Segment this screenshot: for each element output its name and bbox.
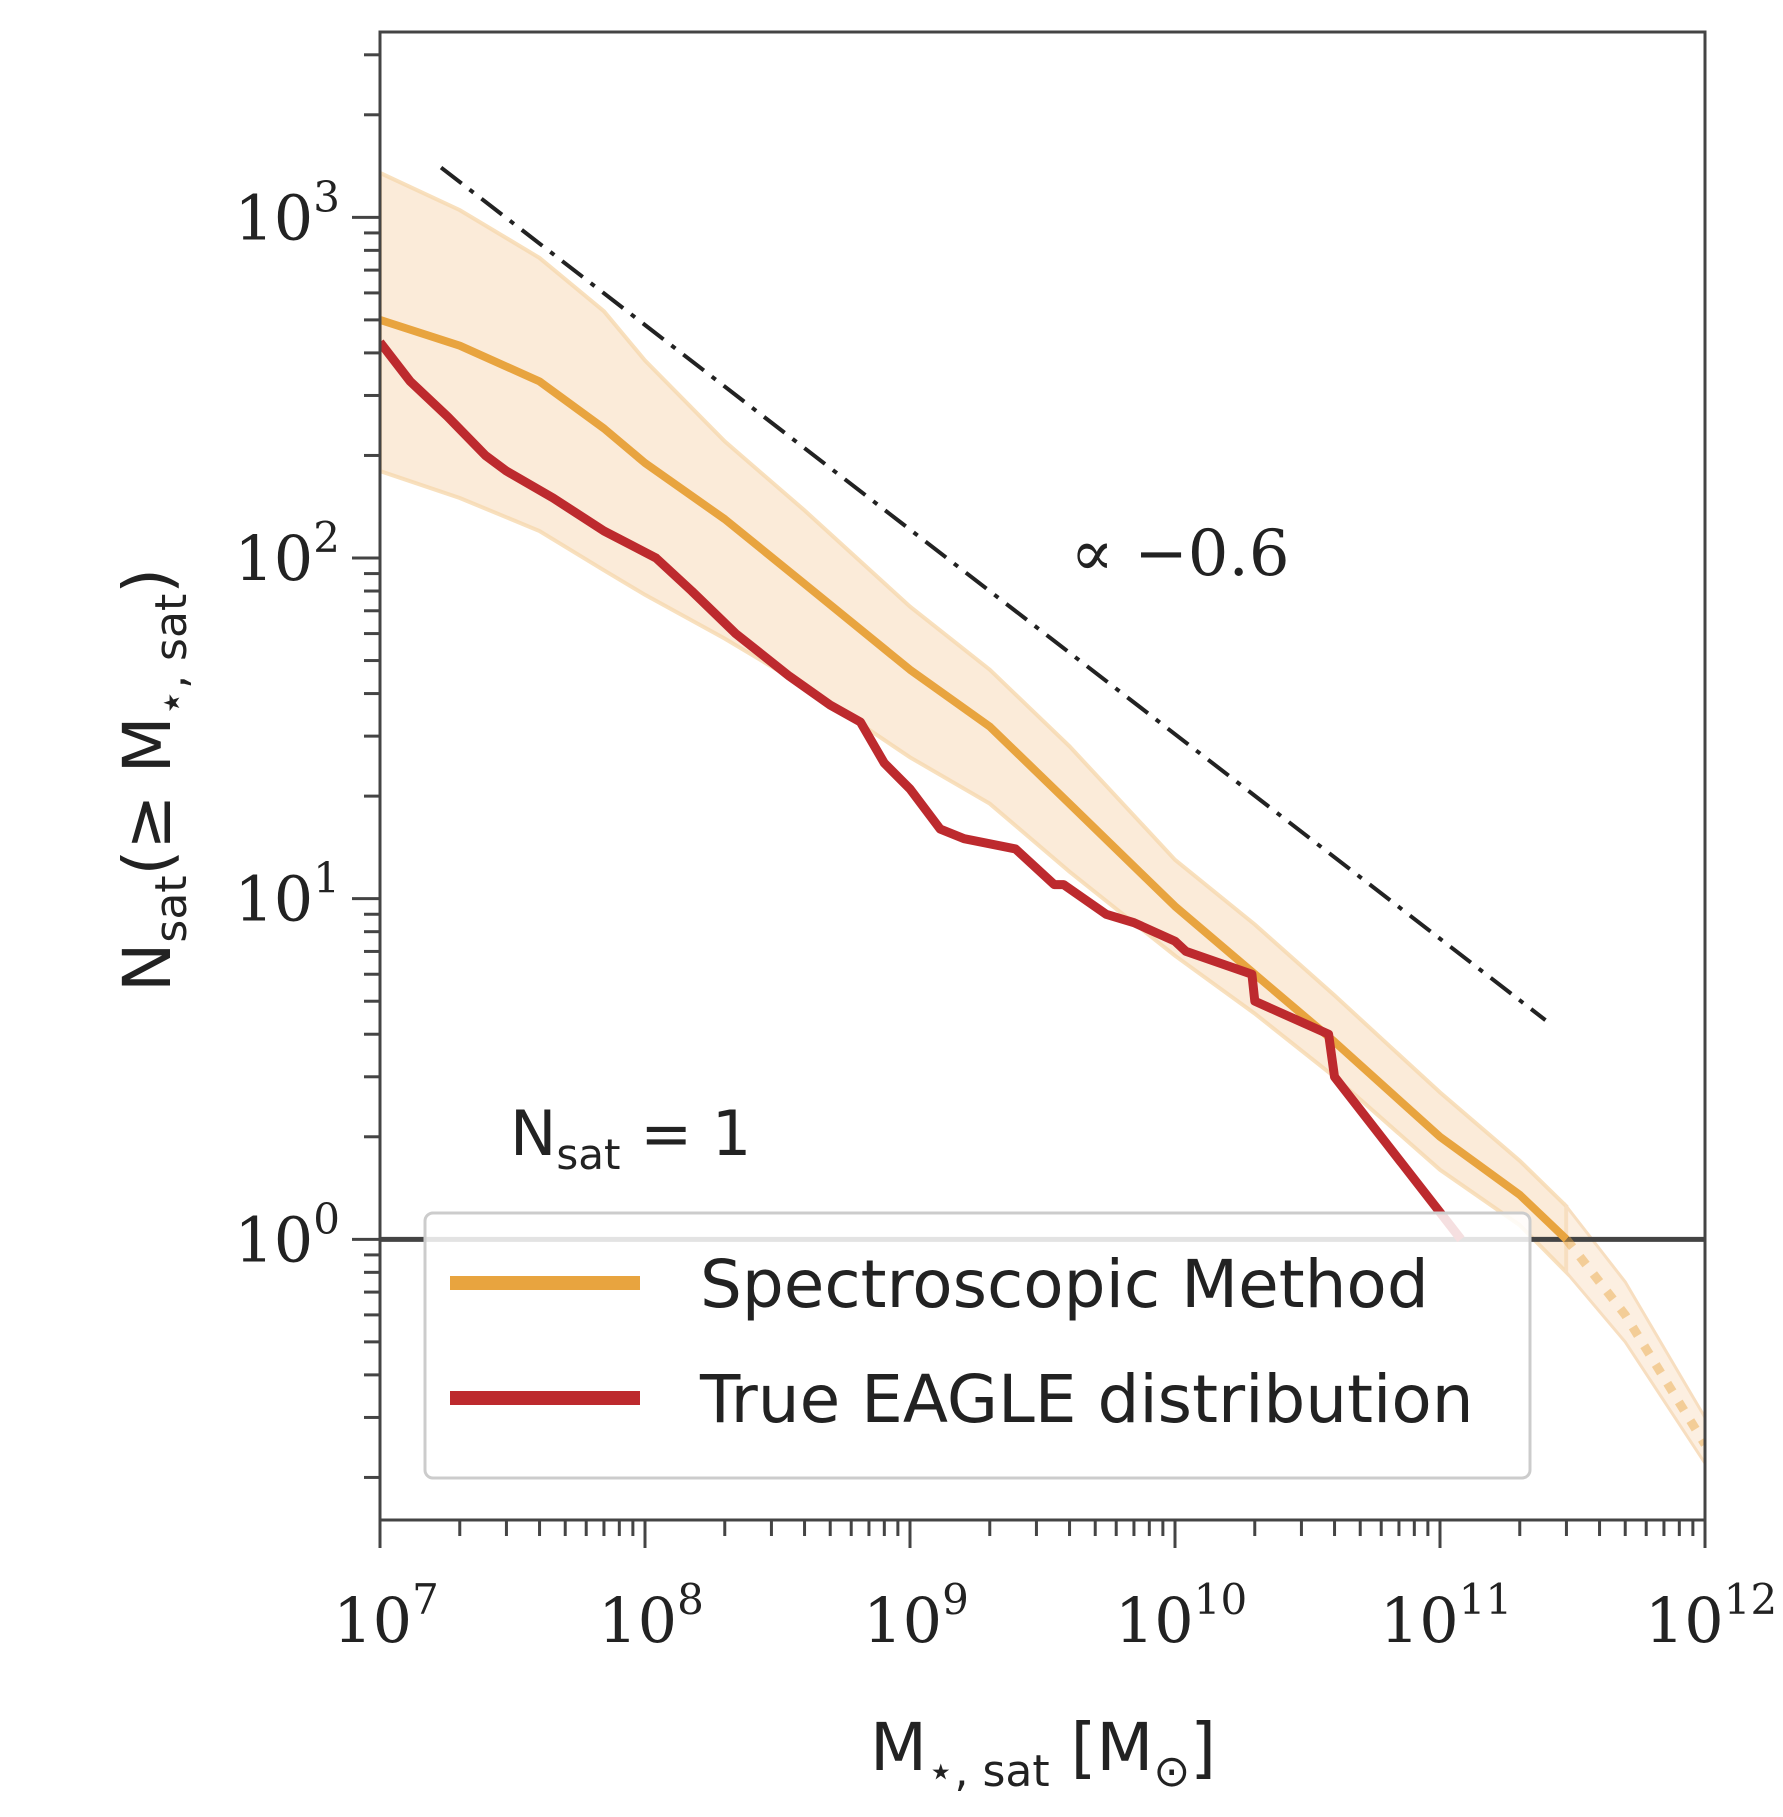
threshold-label-main: N: [510, 1097, 556, 1170]
xlabel-sub: ⋆, sat: [927, 1746, 1050, 1797]
tick-exponent: 7: [412, 1575, 439, 1624]
xlabel-main: M: [870, 1709, 927, 1786]
spectroscopic-extrapolated-line: [1562, 1236, 1705, 1447]
tick-exponent: 12: [1724, 1575, 1777, 1624]
tick-exponent: 8: [677, 1575, 704, 1624]
xlabel-unit: [M: [1050, 1709, 1154, 1786]
tick-exponent: 10: [1194, 1575, 1247, 1624]
tick-base: 10: [863, 1584, 942, 1657]
tick-exponent: 2: [313, 513, 340, 562]
xlabel-unit-sub: ⊙: [1153, 1746, 1190, 1797]
tick-base: 10: [234, 181, 313, 254]
y-tick-label: 100: [234, 1194, 340, 1276]
threshold-annotation: Nsat = 1: [510, 1097, 751, 1179]
power-law-reference-line: [439, 165, 1547, 1022]
y-tick-label: 103: [234, 172, 340, 254]
tick-base: 10: [234, 1203, 313, 1276]
tick-exponent: 9: [942, 1575, 969, 1624]
x-tick-label: 1010: [1115, 1575, 1247, 1657]
x-axis-label: M⋆, sat [M⊙]: [870, 1709, 1216, 1797]
tick-exponent: 0: [313, 1194, 340, 1243]
tick-base: 10: [234, 522, 313, 595]
tick-base: 10: [1380, 1584, 1459, 1657]
x-tick-label: 107: [333, 1575, 439, 1657]
y-tick-label: 101: [234, 854, 340, 936]
spectroscopic-extrapolated-band: [1564, 1201, 1705, 1467]
threshold-label-rest: = 1: [620, 1097, 751, 1170]
x-tick-label: 1011: [1380, 1575, 1512, 1657]
xlabel-close: ]: [1190, 1709, 1216, 1786]
tick-base: 10: [234, 863, 313, 936]
legend-label-spectroscopic: Spectroscopic Method: [700, 1246, 1429, 1323]
threshold-label-sub: sat: [556, 1130, 620, 1179]
tick-exponent: 11: [1459, 1575, 1512, 1624]
tick-base: 10: [598, 1584, 677, 1657]
ylabel-sub: sat: [146, 875, 197, 942]
tick-base: 10: [1115, 1584, 1194, 1657]
ylabel-close: ): [109, 568, 186, 594]
tick-base: 10: [1645, 1584, 1724, 1657]
ylabel-rest: (≥ M: [109, 716, 186, 875]
spectroscopic-method-line: [380, 316, 1570, 1243]
power-law-slope-annotation: ∝ −0.6: [1070, 517, 1289, 591]
x-tick-label: 108: [598, 1575, 704, 1657]
x-tick-label: 1012: [1645, 1575, 1777, 1657]
legend-box: [423, 1211, 1532, 1480]
tick-exponent: 1: [313, 854, 340, 903]
tick-base: 10: [333, 1584, 412, 1657]
true-eagle-distribution-line: [380, 339, 1465, 1243]
y-axis-label: Nsat(≥ M⋆, sat): [109, 568, 197, 992]
ylabel-sub2: ⋆, sat: [146, 594, 197, 717]
plot-frame: [378, 30, 1707, 1522]
ylabel-main: N: [109, 943, 186, 992]
y-tick-label: 102: [234, 513, 340, 595]
legend-label-eagle: True EAGLE distribution: [699, 1361, 1474, 1438]
tick-exponent: 3: [313, 172, 340, 221]
x-tick-label: 109: [863, 1575, 969, 1657]
